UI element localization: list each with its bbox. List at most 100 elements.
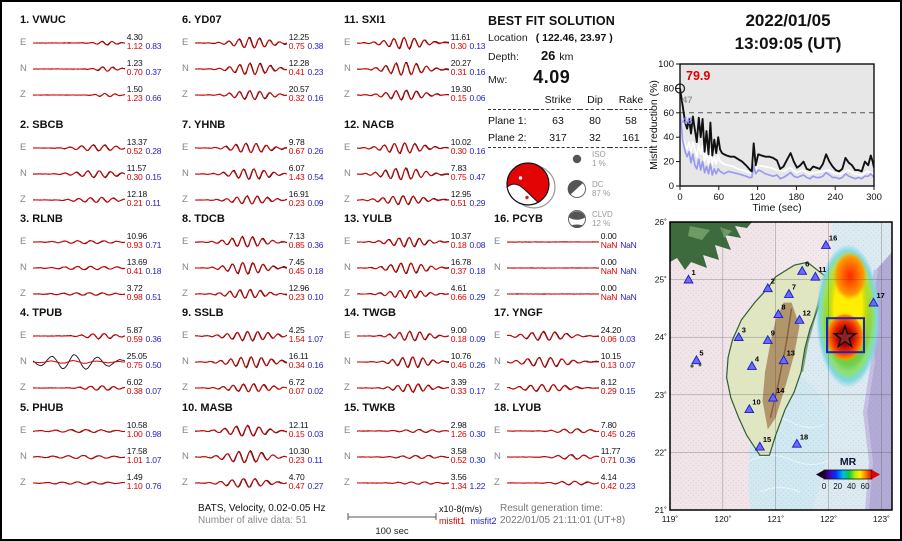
waveform-trace (32, 385, 125, 391)
data-description: BATS, Velocity, 0.02-0.05 Hz Number of a… (198, 503, 325, 527)
station-block-YD07: 6. YD07 E 12.25 0.75 0.38 N 12.28 0.41 0.23 Z 20.5… (182, 14, 340, 107)
svg-text:13: 13 (787, 349, 795, 358)
trace-row-LYUB-Z: Z 4.14 0.42 0.23 (494, 469, 652, 495)
event-region-box (826, 317, 865, 354)
component-label: E (494, 235, 501, 247)
trace-row-TWGB-N: N 10.76 0.46 0.26 (344, 348, 502, 374)
alive-data-count: Number of alive data: 51 (198, 515, 307, 526)
trace-row-RLNB-E: E 10.96 0.93 0.71 (20, 228, 178, 254)
component-label: N (344, 261, 351, 273)
trace-values: 12.18 0.21 0.11 (126, 188, 161, 208)
station-block-PCYB: 16. PCYB E 0.00 NaN NaN N 0.00 NaN NaN Z 0.00 NaN Na… (494, 213, 652, 306)
trace-row-VWUC-N: N 1.23 0.70 0.37 (20, 55, 178, 81)
component-label: N (182, 62, 189, 74)
svg-text:0: 0 (677, 192, 682, 203)
component-label: N (182, 167, 189, 179)
component-label: E (182, 235, 189, 247)
station-block-RLNB: 3. RLNB E 10.96 0.93 0.71 N 13.69 0.41 0.18 Z 3.72… (20, 213, 178, 306)
svg-text:18: 18 (800, 432, 808, 441)
waveform-trace (356, 262, 449, 274)
waveform-trace (194, 478, 287, 488)
trace-row-SSLB-N: N 16.11 0.34 0.16 (182, 348, 340, 374)
trace-row-NACB-Z: Z 12.95 0.51 0.29 (344, 186, 502, 212)
trace-row-SXI1-E: E 11.61 0.30 0.13 (344, 29, 502, 55)
waveform-trace (194, 261, 287, 275)
waveform-trace (32, 428, 125, 434)
waveform-trace (32, 265, 125, 271)
col-strike: Strike (536, 94, 580, 110)
depth-unit: km (559, 51, 574, 63)
trace-row-NACB-E: E 10.02 0.30 0.16 (344, 134, 502, 160)
component-label: Z (20, 287, 26, 299)
component-label: E (20, 36, 27, 48)
trace-values: 6.07 1.43 0.54 (288, 162, 324, 182)
svg-text:23˚: 23˚ (655, 390, 667, 400)
svg-text:21˚: 21˚ (655, 505, 667, 515)
dc-symbol-icon (567, 180, 586, 198)
trace-row-YD07-N: N 12.28 0.41 0.23 (182, 55, 340, 81)
trace-row-YD07-Z: Z 20.57 0.32 0.16 (182, 81, 340, 107)
station-marker-1 (683, 274, 694, 284)
station-block-YHNB: 7. YHNB E 9.78 0.67 0.26 N 6.07 1.43 0.54 Z 16.91 0… (182, 119, 340, 212)
svg-text:8: 8 (781, 303, 785, 312)
trace-row-NACB-N: N 7.83 0.75 0.47 (344, 160, 502, 186)
station-marker-12 (794, 314, 805, 324)
svg-text:121˚: 121˚ (767, 514, 784, 524)
trace-values: 0.00 NaN NaN (600, 282, 637, 302)
waveform-trace (32, 292, 125, 296)
waveform-trace (32, 333, 125, 340)
plane2-label: Plane 2: (488, 130, 536, 148)
time-scale-bar: 100 sec (346, 508, 438, 537)
component-label: N (20, 261, 27, 273)
svg-text:11: 11 (818, 265, 826, 274)
component-label: E (182, 36, 189, 48)
trace-values: 10.02 0.30 0.16 (450, 136, 486, 156)
trace-row-YNGF-N: N 10.15 0.13 0.07 (494, 348, 652, 374)
trace-values: 12.95 0.51 0.29 (450, 188, 486, 208)
svg-text:2: 2 (771, 277, 775, 286)
waveform-trace (32, 170, 125, 179)
svg-text:0: 0 (669, 181, 674, 192)
trace-row-VWUC-Z: Z 1.50 1.23 0.66 (20, 81, 178, 107)
component-label: N (182, 355, 189, 367)
depth-label: Depth: (488, 51, 519, 63)
trace-row-PCYB-Z: Z 0.00 NaN NaN (494, 280, 652, 306)
component-label: N (344, 167, 351, 179)
waveform-trace (194, 142, 287, 154)
focal-mechanism-beachball-icon (506, 162, 556, 209)
trace-values: 16.78 0.37 0.18 (450, 256, 486, 276)
trace-values: 6.72 0.07 0.02 (288, 376, 324, 396)
component-label: E (344, 424, 351, 436)
station-marker-18 (791, 438, 803, 448)
trace-row-YULB-Z: Z 4.61 0.66 0.29 (344, 280, 502, 306)
mw-value: 4.09 (533, 67, 571, 87)
trace-row-RLNB-Z: Z 3.72 0.98 0.51 (20, 280, 178, 306)
trace-row-YHNB-Z: Z 16.91 0.23 0.09 (182, 186, 340, 212)
station-title: 7. YHNB (182, 119, 226, 131)
svg-text:17: 17 (876, 291, 884, 300)
trace-values: 10.15 0.13 0.07 (600, 350, 636, 370)
iso-row: ISO 1 % (566, 144, 613, 174)
station-block-MASB: 10. MASB E 12.11 0.15 0.03 N 10.30 0.23 0.11 Z 4.7… (182, 402, 340, 495)
trace-row-PCYB-N: N 0.00 NaN NaN (494, 254, 652, 280)
trace-row-SBCB-Z: Z 12.18 0.21 0.11 (20, 186, 178, 212)
svg-text:25˚: 25˚ (655, 275, 667, 285)
svg-text:122˚: 122˚ (820, 514, 837, 524)
svg-text:24˚: 24˚ (655, 332, 667, 342)
svg-text:15: 15 (763, 435, 771, 444)
trace-values: 10.30 0.23 0.11 (288, 445, 323, 465)
trace-row-YHNB-E: E 9.78 0.67 0.26 (182, 134, 340, 160)
station-title: 9. SSLB (182, 307, 224, 319)
event-date: 2022/01/05 (745, 11, 831, 30)
misfit2-legend: misfit2 (470, 516, 497, 526)
svg-text:123˚: 123˚ (873, 514, 890, 524)
component-label: Z (494, 381, 500, 393)
station-title: 10. MASB (182, 402, 233, 414)
station-title: 4. TPUB (20, 307, 63, 319)
clvd-row: CLVD 12 % (566, 204, 613, 234)
station-block-VWUC: 1. VWUC E 4.30 1.12 0.83 N 1.23 0.70 0.37 Z 1.50 1.… (20, 14, 178, 107)
trace-values: 24.20 0.06 0.03 (600, 324, 636, 344)
iso-symbol-icon (572, 154, 582, 164)
trace-values: 9.00 0.18 0.09 (450, 324, 486, 344)
